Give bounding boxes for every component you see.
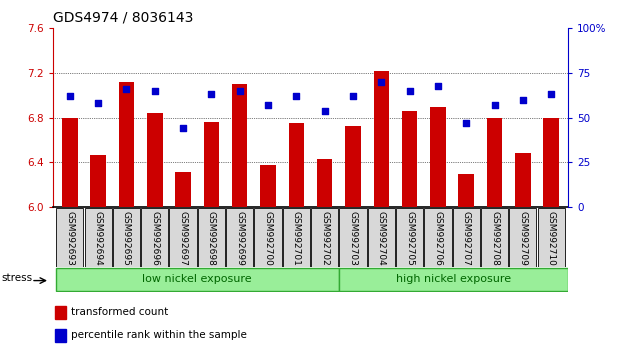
Text: GSM992694: GSM992694	[94, 211, 102, 266]
Point	[150, 88, 160, 94]
Point	[433, 83, 443, 88]
Bar	[175, 172, 191, 207]
Text: low nickel exposure: low nickel exposure	[142, 274, 252, 284]
Point	[65, 93, 75, 99]
Bar	[515, 154, 531, 207]
Bar	[424, 208, 451, 267]
Text: GSM992697: GSM992697	[179, 211, 188, 266]
Bar	[345, 126, 361, 207]
Text: GSM992703: GSM992703	[348, 211, 358, 266]
Text: GSM992693: GSM992693	[65, 211, 75, 266]
Text: GDS4974 / 8036143: GDS4974 / 8036143	[53, 11, 193, 25]
Point	[461, 120, 471, 126]
Text: GSM992698: GSM992698	[207, 211, 216, 266]
Bar	[260, 165, 276, 207]
Bar	[402, 111, 417, 207]
Text: GSM992709: GSM992709	[519, 211, 527, 266]
Point	[320, 108, 330, 113]
Text: transformed count: transformed count	[71, 307, 168, 318]
Bar	[113, 208, 140, 267]
Bar	[453, 208, 480, 267]
Text: percentile rank within the sample: percentile rank within the sample	[71, 330, 247, 341]
Bar	[55, 329, 66, 342]
Point	[235, 88, 245, 94]
Text: GSM992695: GSM992695	[122, 211, 131, 266]
Bar	[509, 208, 537, 267]
Text: GSM992699: GSM992699	[235, 211, 244, 266]
Point	[206, 92, 216, 97]
Point	[546, 92, 556, 97]
Bar	[90, 155, 106, 207]
Bar	[538, 208, 565, 267]
Bar	[487, 118, 502, 207]
Bar	[283, 208, 310, 267]
Point	[489, 102, 499, 108]
Bar	[170, 208, 197, 267]
Point	[405, 88, 415, 94]
Bar	[396, 208, 424, 267]
Point	[518, 97, 528, 103]
Bar	[62, 118, 78, 207]
Bar	[232, 84, 248, 207]
Bar	[458, 173, 474, 207]
Point	[291, 93, 301, 99]
Bar	[226, 208, 253, 267]
Bar	[339, 268, 568, 291]
Bar	[368, 208, 395, 267]
Point	[93, 101, 103, 106]
Bar	[84, 208, 112, 267]
Bar	[543, 118, 559, 207]
Point	[263, 102, 273, 108]
Text: GSM992710: GSM992710	[546, 211, 556, 266]
Text: GSM992700: GSM992700	[263, 211, 273, 266]
Bar	[147, 113, 163, 207]
Text: GSM992696: GSM992696	[150, 211, 159, 266]
Text: stress: stress	[1, 273, 32, 283]
Bar	[430, 107, 446, 207]
Bar	[56, 208, 83, 267]
Text: GSM992701: GSM992701	[292, 211, 301, 266]
Text: GSM992707: GSM992707	[462, 211, 471, 266]
Text: GSM992704: GSM992704	[377, 211, 386, 266]
Bar	[373, 71, 389, 207]
Bar	[340, 208, 366, 267]
Point	[348, 93, 358, 99]
Bar	[204, 122, 219, 207]
Bar	[311, 208, 338, 267]
Text: high nickel exposure: high nickel exposure	[396, 274, 511, 284]
Bar	[56, 268, 339, 291]
Bar	[141, 208, 168, 267]
Bar	[197, 208, 225, 267]
Point	[178, 126, 188, 131]
Bar	[119, 82, 134, 207]
Bar	[289, 123, 304, 207]
Text: GSM992706: GSM992706	[433, 211, 442, 266]
Text: GSM992705: GSM992705	[405, 211, 414, 266]
Point	[122, 86, 132, 92]
Bar	[55, 306, 66, 319]
Text: GSM992702: GSM992702	[320, 211, 329, 266]
Point	[376, 79, 386, 85]
Bar	[481, 208, 508, 267]
Bar	[255, 208, 281, 267]
Text: GSM992708: GSM992708	[490, 211, 499, 266]
Bar	[317, 159, 332, 207]
